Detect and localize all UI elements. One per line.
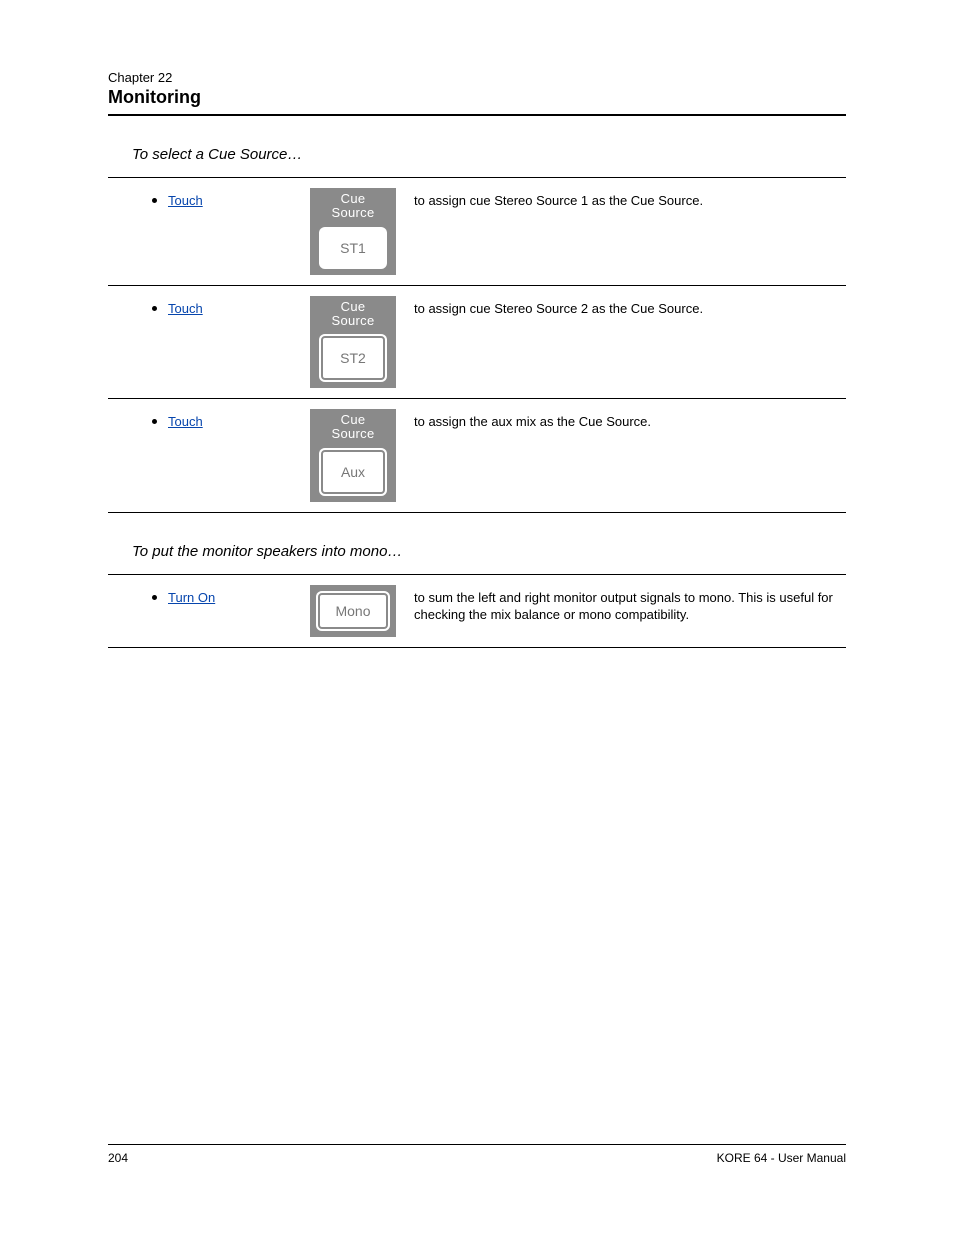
- cue-desc: to assign cue Stereo Source 1 as the Cue…: [408, 188, 846, 210]
- icon-col: Mono: [298, 585, 408, 637]
- cue-label-line2: Source: [332, 427, 375, 441]
- cue-label-line1: Cue: [341, 300, 366, 314]
- touch-link[interactable]: Touch: [168, 301, 203, 316]
- link-col: Touch: [168, 296, 298, 318]
- rule: [108, 512, 846, 513]
- aux-button[interactable]: Aux: [319, 448, 387, 496]
- cue-desc: to assign the aux mix as the Cue Source.: [408, 409, 846, 431]
- link-col: Touch: [168, 188, 298, 210]
- bullet-icon: [152, 306, 157, 311]
- section-title: Monitoring: [108, 87, 846, 108]
- bullet-icon: [152, 198, 157, 203]
- page-footer: 204 KORE 64 - User Manual: [108, 1144, 846, 1165]
- rule: [108, 647, 846, 648]
- icon-col: Cue Source ST1: [298, 188, 408, 275]
- cue-row: Touch Cue Source ST1 to assign cue Stere…: [108, 178, 846, 285]
- touch-link[interactable]: Touch: [168, 414, 203, 429]
- page: Chapter 22 Monitoring To select a Cue So…: [0, 0, 954, 1235]
- bullet-col: [108, 585, 168, 600]
- cue-source-block: Cue Source Aux: [310, 409, 396, 502]
- cue-label-line2: Source: [332, 314, 375, 328]
- cue-desc: to assign cue Stereo Source 2 as the Cue…: [408, 296, 846, 318]
- mono-subtitle: To put the monitor speakers into mono…: [132, 543, 846, 560]
- st1-button[interactable]: ST1: [319, 227, 387, 269]
- cue-source-block: Cue Source ST2: [310, 296, 396, 389]
- link-col: Touch: [168, 409, 298, 431]
- st2-button[interactable]: ST2: [319, 334, 387, 382]
- cue-source-block: Cue Source ST1: [310, 188, 396, 275]
- touch-link[interactable]: Touch: [168, 193, 203, 208]
- link-col: Turn On: [168, 585, 298, 607]
- cue-label-line1: Cue: [341, 192, 366, 206]
- cue-label-line1: Cue: [341, 413, 366, 427]
- bullet-col: [108, 188, 168, 203]
- mono-row: Turn On Mono to sum the left and right m…: [108, 575, 846, 647]
- cue-row: Touch Cue Source ST2 to assign cue Stere…: [108, 286, 846, 399]
- bullet-col: [108, 409, 168, 424]
- cue-subtitle: To select a Cue Source…: [132, 146, 846, 163]
- icon-col: Cue Source ST2: [298, 296, 408, 389]
- bullet-icon: [152, 419, 157, 424]
- page-header: Chapter 22 Monitoring: [108, 70, 846, 116]
- chapter-label: Chapter 22: [108, 70, 846, 85]
- mono-button[interactable]: Mono: [316, 591, 390, 631]
- page-number: 204: [108, 1151, 128, 1165]
- icon-col: Cue Source Aux: [298, 409, 408, 502]
- cue-row: Touch Cue Source Aux to assign the aux m…: [108, 399, 846, 512]
- bullet-icon: [152, 595, 157, 600]
- turn-on-link[interactable]: Turn On: [168, 590, 215, 605]
- mono-desc: to sum the left and right monitor output…: [408, 585, 846, 624]
- cue-label-line2: Source: [332, 206, 375, 220]
- mono-block: Mono: [310, 585, 396, 637]
- footer-title: KORE 64 - User Manual: [717, 1151, 846, 1165]
- bullet-col: [108, 296, 168, 311]
